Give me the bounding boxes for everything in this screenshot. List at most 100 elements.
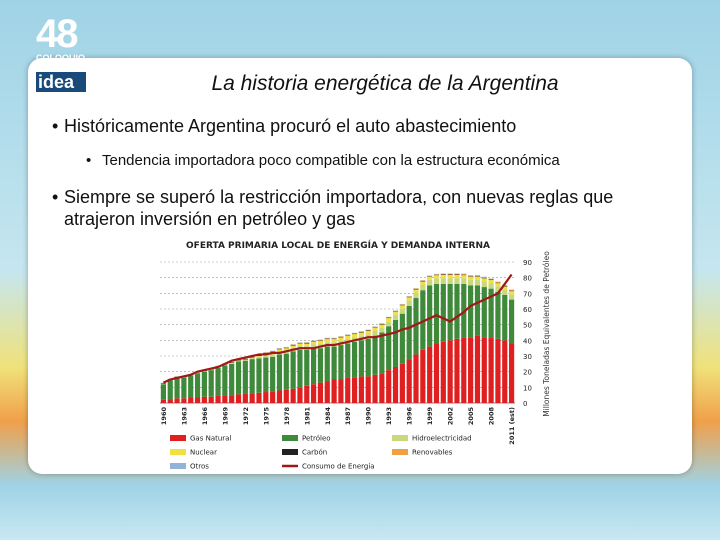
bar-segment: [427, 346, 433, 403]
bar-segment: [338, 345, 344, 380]
bar-segment: [194, 397, 201, 403]
bar-segment: [481, 277, 487, 278]
bar-segment: [508, 299, 515, 344]
bar-segment: [324, 381, 330, 403]
bar-segment: [358, 340, 364, 377]
bar-segment: [235, 394, 242, 403]
bar-segment: [365, 338, 371, 377]
bar-segment: [188, 375, 194, 398]
bar-segment: [208, 370, 214, 397]
bar-segment: [508, 294, 515, 300]
bar-segment: [447, 273, 453, 275]
bar-segment: [413, 354, 419, 403]
bar-segment: [201, 371, 207, 397]
bar-segment: [495, 338, 501, 403]
bar-segment: [229, 362, 235, 364]
bar-segment: [406, 359, 412, 403]
bar-segment: [508, 291, 515, 295]
y-tick-label: 50: [523, 322, 532, 330]
bar-segment: [454, 338, 460, 403]
bar-segment: [433, 278, 440, 284]
bar-segment: [413, 289, 419, 293]
bar-segment: [263, 355, 269, 358]
bar-segment: [167, 399, 173, 403]
legend-swatch: [282, 435, 298, 441]
sub-bullet: Tendencia importadora poco compatible co…: [86, 152, 560, 169]
bar-segment: [427, 279, 433, 286]
bar-segment: [297, 387, 303, 403]
bar-segment: [433, 275, 440, 279]
x-tick-label: 1969: [221, 407, 229, 426]
bar-segment: [365, 376, 371, 403]
bar-segment: [433, 283, 440, 344]
bar-segment: [474, 275, 481, 277]
bar-segment: [324, 339, 330, 343]
bar-segment: [311, 348, 317, 385]
bar-segment: [440, 341, 446, 403]
bar-segment: [331, 346, 337, 380]
bar-segment: [345, 343, 351, 378]
bar-segment: [386, 326, 392, 371]
bar-segment: [372, 335, 378, 375]
bar-segment: [256, 392, 262, 403]
bar-segment: [433, 343, 440, 403]
bar-segment: [215, 395, 221, 403]
y-tick-label: 40: [523, 337, 532, 345]
bar-segment: [276, 390, 283, 403]
bar-segment: [392, 314, 399, 320]
bar-segment: [386, 318, 392, 322]
bar-segment: [242, 360, 248, 394]
x-tick-label: 1981: [303, 407, 311, 426]
bar-segment: [290, 351, 296, 389]
bar-segment: [358, 376, 364, 403]
legend-label: Carbón: [302, 449, 327, 457]
bar-segment: [454, 273, 460, 275]
bar-segment: [283, 348, 289, 351]
legend-label: Consumo de Energía: [302, 463, 375, 471]
bar-segment: [420, 349, 426, 403]
logo: 48 COLOQUIO ANUAL idea: [36, 14, 92, 92]
bar-segment: [413, 292, 419, 299]
logo-brand: idea: [36, 72, 86, 92]
legend-swatch: [282, 449, 298, 455]
x-tick-label: 1966: [201, 407, 209, 426]
bar-segment: [508, 343, 515, 403]
bar-segment: [304, 343, 310, 346]
bar-segment: [338, 337, 344, 341]
bar-segment: [256, 358, 262, 393]
bar-segment: [495, 281, 501, 283]
bar-segment: [399, 305, 405, 309]
bar-segment: [235, 361, 242, 395]
bar-segment: [488, 288, 494, 338]
bar-segment: [447, 278, 453, 284]
bar-segment: [413, 298, 419, 355]
bar-segment: [215, 367, 221, 396]
bar-segment: [440, 273, 446, 275]
bar-segment: [454, 278, 460, 284]
legend-swatch: [170, 463, 186, 469]
bar-segment: [488, 278, 494, 280]
legend-swatch: [170, 435, 186, 441]
bar-segment: [283, 389, 289, 403]
bar-segment: [427, 285, 433, 347]
bar-segment: [406, 300, 412, 306]
bar-segment: [474, 279, 481, 286]
bar-segment: [481, 281, 487, 288]
bar-segment: [331, 379, 337, 403]
bar-segment: [201, 371, 207, 372]
slide-title: La historia energética de la Argentina: [211, 72, 559, 95]
bar-segment: [461, 278, 467, 284]
bar-segment: [338, 379, 344, 403]
bar-segment: [502, 286, 508, 290]
bar-segment: [365, 330, 371, 335]
bar-segment: [461, 283, 467, 338]
bar-segment: [174, 377, 180, 399]
bar-segment: [454, 275, 460, 279]
bar-segment: [447, 275, 453, 279]
bullet: Siempre se superó la restricción importa…: [52, 186, 644, 230]
legend-swatch: [392, 449, 408, 455]
bar-segment: [229, 363, 235, 396]
x-tick-label: 2002: [447, 407, 455, 425]
bar-segment: [440, 278, 446, 284]
bar-segment: [495, 283, 501, 287]
